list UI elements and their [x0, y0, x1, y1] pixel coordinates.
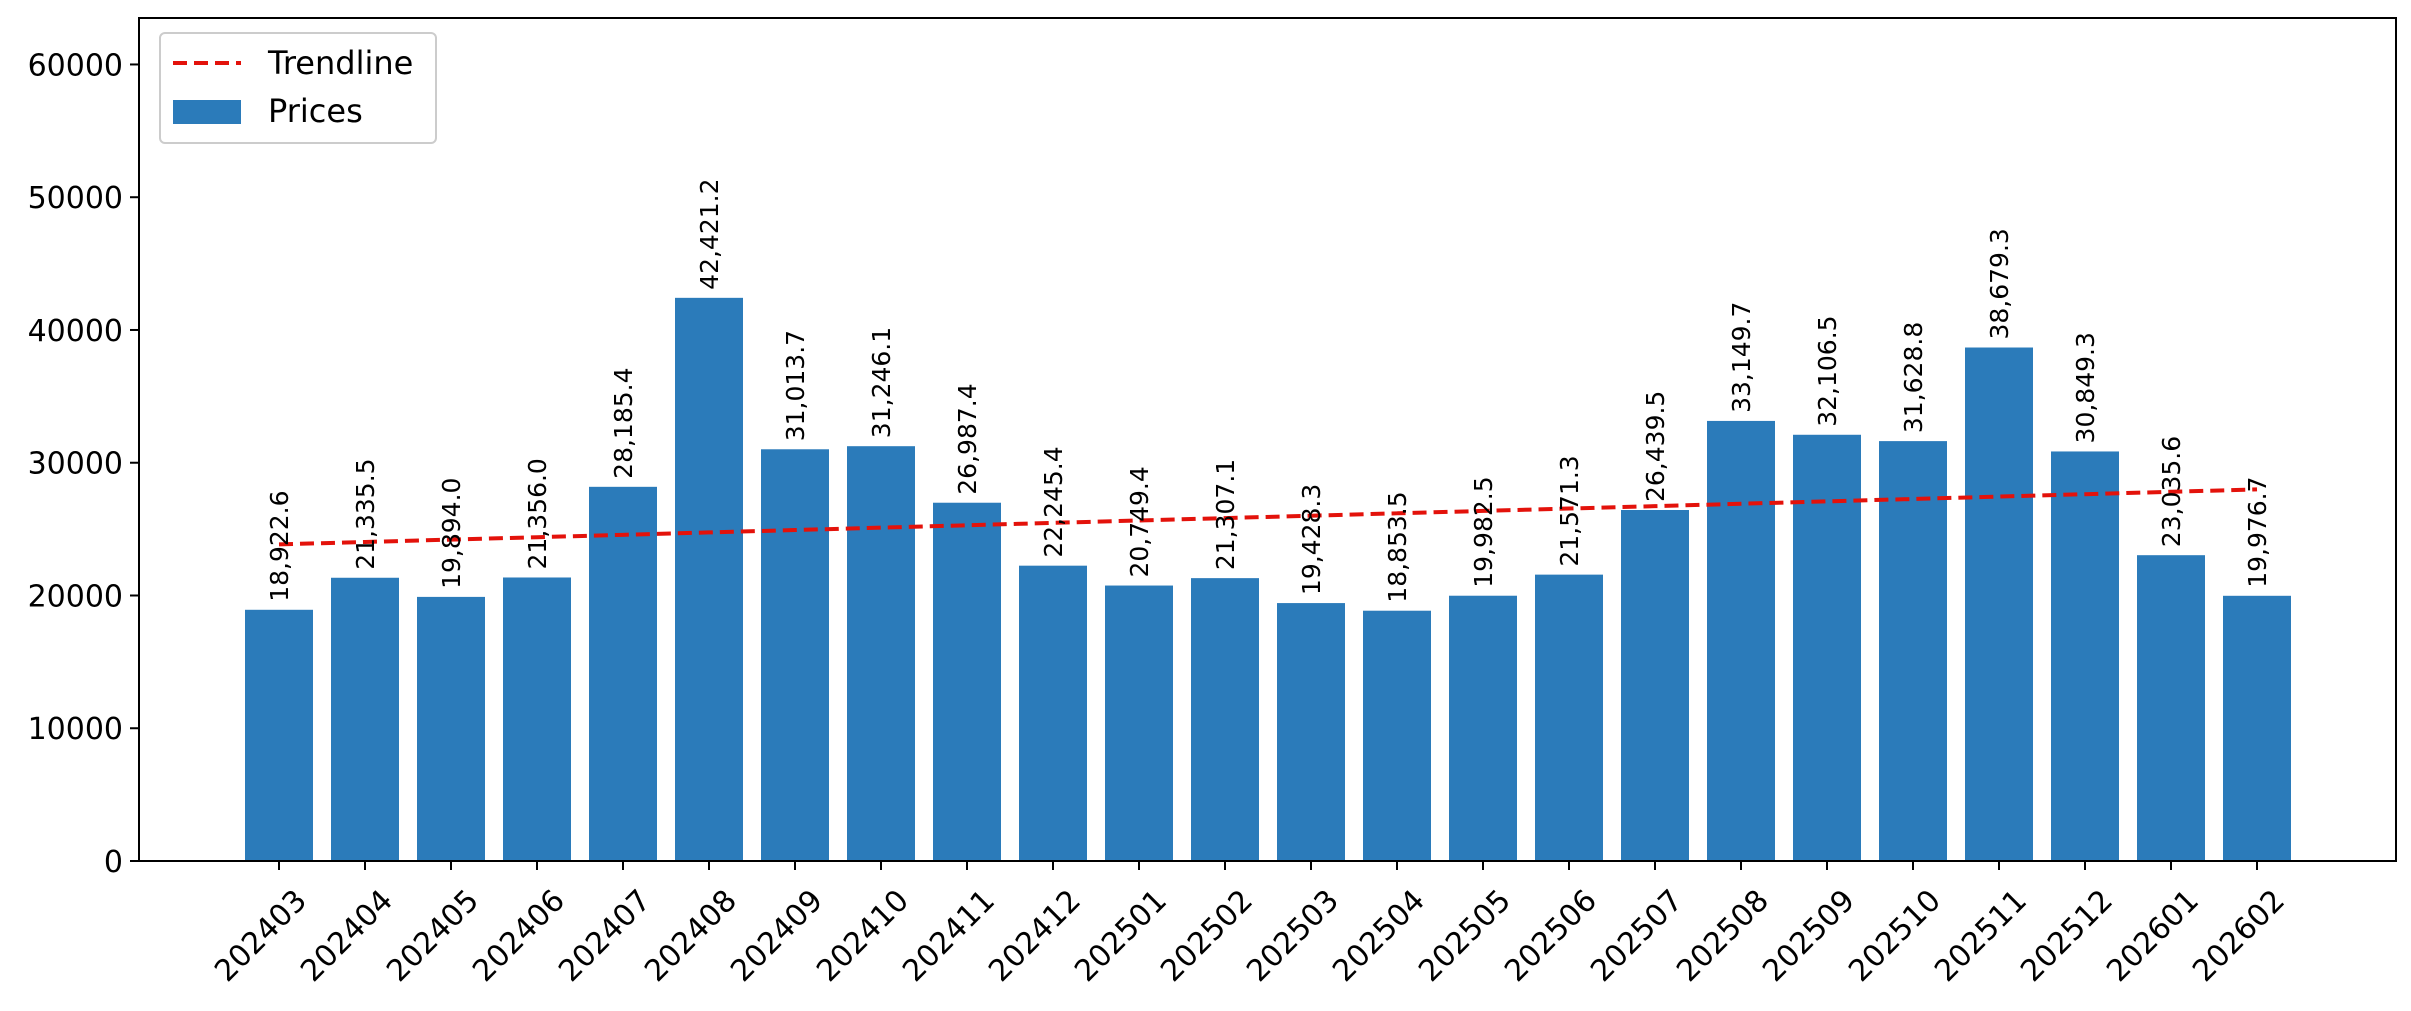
- bar: [1621, 510, 1689, 861]
- data-labels: 18,922.6 21,335.5 19,894.0 21,356.0 28,185.4…: [265, 179, 2272, 603]
- x-tick-label: 202405: [380, 883, 486, 989]
- bar: [1707, 420, 1775, 861]
- data-label: 19,428.3: [1297, 484, 1326, 595]
- x-tick-label: 202412: [982, 883, 1088, 989]
- bar: [1965, 347, 2033, 861]
- bar: [761, 449, 829, 861]
- data-label: 21,307.1: [1211, 459, 1240, 570]
- bar: [1535, 574, 1603, 861]
- data-label: 38,679.3: [1985, 228, 2014, 339]
- bar: [503, 577, 571, 861]
- bar: [933, 502, 1001, 861]
- bar: [1879, 441, 1947, 861]
- bar: [417, 596, 485, 861]
- data-label: 30,849.3: [2071, 332, 2100, 443]
- data-label: 19,982.5: [1469, 476, 1498, 587]
- data-label: 23,035.6: [2157, 436, 2186, 547]
- legend-prices-swatch: [173, 100, 241, 124]
- y-tick-label: 50000: [28, 181, 123, 216]
- y-tick-label: 10000: [28, 712, 123, 747]
- legend-label-trendline: Trendline: [267, 44, 413, 82]
- x-tick-label: 202504: [1326, 883, 1432, 989]
- data-label: 21,356.0: [523, 458, 552, 569]
- x-tick-label: 202503: [1240, 883, 1346, 989]
- bar: [2137, 555, 2205, 861]
- y-tick-label: 60000: [28, 48, 123, 83]
- data-label: 28,185.4: [609, 367, 638, 478]
- bar: [2051, 451, 2119, 861]
- data-label: 21,335.5: [351, 458, 380, 569]
- bar: [1793, 434, 1861, 861]
- x-tick-label: 202409: [724, 883, 830, 989]
- data-label: 19,894.0: [437, 478, 466, 589]
- x-tick-label: 202505: [1412, 883, 1518, 989]
- data-label: 22,245.4: [1039, 446, 1068, 557]
- x-tick-label: 202508: [1670, 883, 1776, 989]
- x-tick-label: 202601: [2100, 883, 2206, 989]
- x-tick-label: 202411: [896, 883, 1002, 989]
- bar-series-prices: [245, 297, 2291, 862]
- x-tick-label: 202408: [638, 883, 744, 989]
- data-label: 33,149.7: [1727, 302, 1756, 413]
- data-label: 31,628.8: [1899, 322, 1928, 433]
- x-tick-label: 202410: [810, 883, 916, 989]
- x-tick-label: 202507: [1584, 883, 1690, 989]
- x-tick-label: 202501: [1068, 883, 1174, 989]
- bar: [1019, 565, 1087, 861]
- y-tick-label: 40000: [28, 314, 123, 349]
- legend: Trendline Prices: [159, 32, 437, 144]
- x-tick-label: 202406: [466, 883, 572, 989]
- bar: [847, 446, 915, 861]
- x-tick-label: 202506: [1498, 883, 1604, 989]
- data-label: 18,922.6: [265, 490, 294, 601]
- plot-frame: [138, 17, 2397, 862]
- data-label: 20,749.4: [1125, 466, 1154, 577]
- trendline: [278, 487, 2258, 547]
- bar: [1105, 585, 1173, 861]
- x-tick-label: 202602: [2186, 883, 2292, 989]
- data-label: 32,106.5: [1813, 315, 1842, 426]
- data-label: 18,853.5: [1383, 491, 1412, 602]
- data-label: 26,439.5: [1641, 391, 1670, 502]
- x-tick-label: 202404: [294, 883, 400, 989]
- y-tick-label: 30000: [28, 447, 123, 482]
- bar: [245, 609, 313, 861]
- x-tick-label: 202512: [2014, 883, 2120, 989]
- y-tick-label: 20000: [28, 579, 123, 614]
- x-axis: 2024032024042024052024062024072024082024…: [208, 861, 2292, 989]
- bar: [589, 486, 657, 861]
- bar: [1191, 578, 1259, 861]
- legend-label-prices: Prices: [268, 92, 363, 130]
- bar: [1449, 595, 1517, 861]
- y-tick-label: 0: [104, 845, 123, 880]
- y-axis: 0 10000 20000 30000 40000 50000 60000: [28, 48, 139, 880]
- x-tick-label: 202509: [1756, 883, 1862, 989]
- x-tick-label: 202403: [208, 883, 314, 989]
- data-label: 21,571.3: [1555, 455, 1584, 566]
- data-label: 31,246.1: [867, 327, 896, 438]
- bar: [2223, 595, 2291, 861]
- data-label: 19,976.7: [2243, 476, 2272, 587]
- bar: [1363, 610, 1431, 861]
- data-label: 42,421.2: [695, 179, 724, 290]
- data-label: 26,987.4: [953, 383, 982, 494]
- x-tick-label: 202511: [1928, 883, 2034, 989]
- bar: [1277, 603, 1345, 861]
- x-tick-label: 202407: [552, 883, 658, 989]
- data-label: 31,013.7: [781, 330, 810, 441]
- bar: [331, 577, 399, 861]
- bar: [675, 297, 743, 862]
- x-tick-label: 202510: [1842, 883, 1948, 989]
- x-tick-label: 202502: [1154, 883, 1260, 989]
